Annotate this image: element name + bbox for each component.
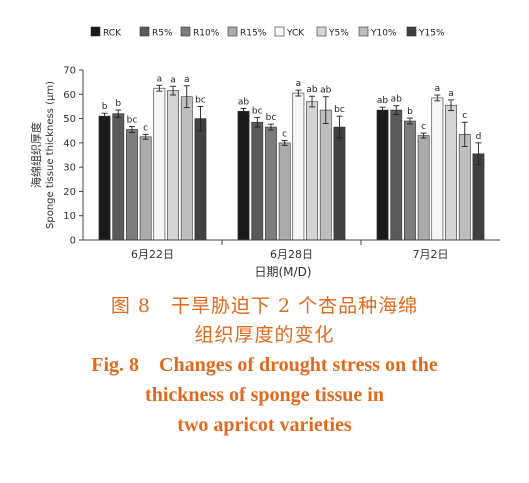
bar — [319, 109, 332, 241]
bar — [237, 110, 250, 241]
bar — [445, 104, 457, 241]
chart-legend: RCK R5% R10% R15% YCK Y5% Y10% Y15% — [90, 26, 445, 39]
significance-letter: a — [448, 89, 454, 99]
bar — [167, 90, 179, 241]
significance-letter: a — [184, 75, 190, 85]
significance-letter: bc — [266, 113, 277, 123]
legend-label: R15% — [240, 29, 267, 39]
bar — [292, 92, 305, 241]
significance-letter: b — [115, 99, 121, 109]
significance-letter: ab — [320, 86, 332, 96]
significance-letter: a — [157, 74, 163, 84]
legend-swatch — [180, 26, 191, 37]
y-axis-label-cn: 海绵组织厚度 — [29, 122, 43, 188]
x-tick-label: 7月2日 — [413, 248, 449, 261]
significance-letter: b — [102, 102, 108, 112]
significance-letter: ab — [238, 97, 250, 107]
y-tick-label: 50 — [63, 114, 76, 125]
y-tick-label: 40 — [63, 138, 76, 149]
significance-letter: ab — [391, 95, 403, 105]
y-tick-label: 70 — [63, 66, 76, 77]
y-tick-label: 0 — [70, 236, 76, 247]
y-axis: 0 10 20 30 40 50 60 70 — [63, 66, 84, 247]
significance-letter: bc — [127, 116, 138, 126]
legend-swatch — [227, 26, 238, 37]
significance-letter: bc — [195, 95, 206, 105]
legend-swatch — [90, 26, 101, 37]
legend-swatch — [406, 26, 417, 37]
y-tick-label: 60 — [63, 90, 76, 101]
bar — [251, 121, 264, 241]
caption-cn-line1: 图 8 干旱胁迫下 2 个杏品种海绵 — [110, 295, 419, 317]
figure-caption: 图 8 干旱胁迫下 2 个杏品种海绵 组织厚度的变化 Fig. 8 Change… — [0, 292, 529, 440]
legend-swatch — [358, 26, 369, 37]
x-axis-label: 日期(M/D) — [254, 265, 311, 279]
bar — [194, 118, 207, 241]
caption-en-line3: two apricot varieties — [177, 414, 352, 436]
y-tick-label: 10 — [63, 211, 76, 222]
bar — [180, 96, 193, 241]
legend-label: R5% — [152, 29, 173, 39]
bar — [306, 101, 318, 241]
significance-letter: a — [435, 84, 441, 94]
legend-label: Y5% — [328, 29, 349, 39]
bar — [431, 97, 444, 241]
significance-letter: bc — [334, 105, 345, 115]
bar — [333, 126, 346, 241]
bar — [390, 109, 403, 241]
significance-letter: c — [282, 129, 287, 139]
bar — [458, 134, 471, 241]
x-tick-label: 6月28日 — [270, 248, 313, 261]
legend-label: YCK — [286, 29, 305, 39]
bar — [126, 129, 138, 241]
significance-letter: b — [407, 107, 413, 117]
y-tick-label: 20 — [63, 187, 76, 198]
bar — [278, 142, 291, 241]
bar — [153, 87, 166, 241]
significance-letter: a — [296, 79, 302, 89]
x-axis: 6月22日 6月28日 7月2日 — [83, 239, 500, 261]
bar — [265, 126, 277, 241]
bar — [404, 120, 416, 241]
significance-letter: c — [421, 122, 426, 132]
significance-letter: a — [170, 75, 176, 85]
x-tick-label: 6月22日 — [131, 248, 174, 261]
bar — [139, 136, 152, 241]
significance-letter: c — [143, 123, 148, 133]
legend-swatch — [139, 26, 150, 37]
significance-letter: d — [476, 132, 482, 142]
legend-label: Y10% — [370, 29, 397, 39]
legend-label: R10% — [193, 29, 220, 39]
significance-letter: bc — [252, 106, 263, 116]
legend-label: Y15% — [418, 29, 445, 39]
caption-en-line1: Fig. 8 Changes of drought stress on the — [91, 354, 438, 376]
bar — [98, 115, 111, 241]
y-tick-label: 30 — [63, 163, 76, 174]
y-axis-label-en: Sponge tissue thickness (μm) — [45, 81, 56, 229]
caption-en-line2: thickness of sponge tissue in — [145, 384, 384, 406]
significance-letter: c — [462, 111, 467, 121]
bar — [112, 113, 125, 241]
legend-swatch — [274, 26, 285, 37]
bar-chart: RCK R5% R10% R15% YCK Y5% Y10% Y15% 海绵组织厚度 Spon… — [29, 26, 500, 279]
significance-letter: ab — [377, 96, 389, 106]
significance-letter: ab — [306, 85, 318, 95]
legend-label: RCK — [103, 29, 122, 39]
bar — [376, 109, 389, 241]
bar — [417, 135, 430, 241]
legend-swatch — [316, 26, 327, 37]
bar — [472, 153, 485, 241]
caption-cn-line2: 组织厚度的变化 — [194, 324, 335, 346]
